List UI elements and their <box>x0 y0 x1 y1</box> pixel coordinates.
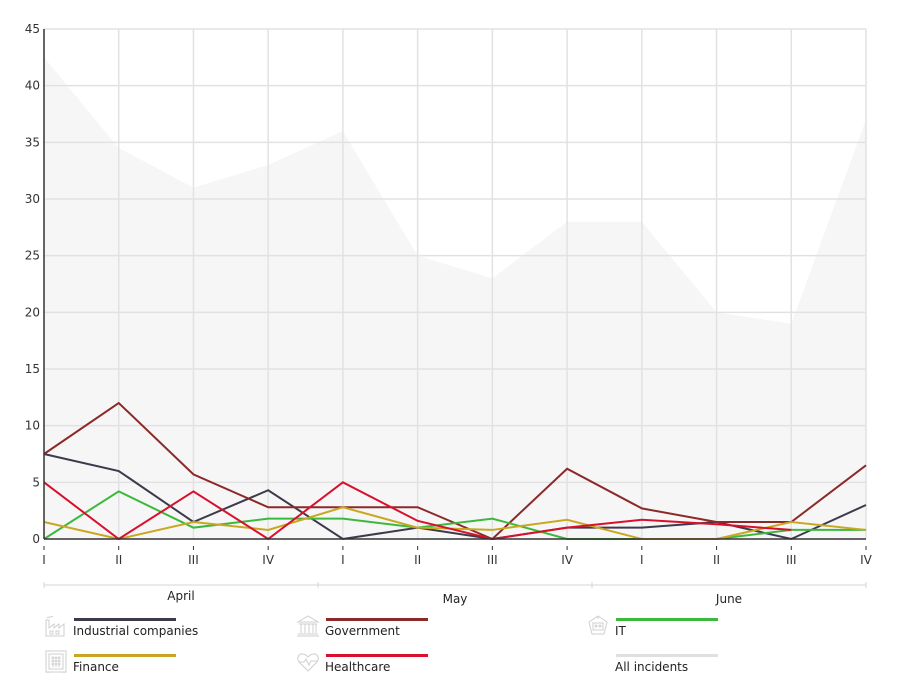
x-tick-label: II <box>115 553 122 567</box>
legend: Industrial companies Government IT Finan… <box>0 612 903 690</box>
legend-swatch <box>326 618 428 621</box>
y-tick-label: 45 <box>25 22 40 36</box>
series-line-healthcare <box>43 481 792 541</box>
legend-item-industrial[interactable]: Industrial companies <box>44 612 284 642</box>
y-tick-label: 25 <box>25 249 40 263</box>
grid-layer <box>44 28 867 539</box>
legend-label: All incidents <box>615 660 689 674</box>
month-layer: April May June <box>43 582 867 606</box>
legend-item-all-incidents[interactable]: All incidents <box>586 648 826 678</box>
y-tick-label: 35 <box>25 135 40 149</box>
line-layer <box>43 401 867 541</box>
month-label: June <box>715 592 742 606</box>
legend-swatch <box>616 654 718 657</box>
government-building-icon <box>296 614 320 638</box>
y-tick-label: 5 <box>32 475 40 489</box>
safe-icon <box>44 650 68 674</box>
x-tick-label: IV <box>561 553 574 567</box>
x-tick-label: II <box>414 553 421 567</box>
legend-item-healthcare[interactable]: Healthcare <box>296 648 536 678</box>
heartbeat-icon <box>296 650 320 674</box>
area-layer <box>44 57 866 539</box>
legend-label: Healthcare <box>325 660 391 674</box>
legend-swatch <box>74 618 176 621</box>
legend-item-government[interactable]: Government <box>296 612 536 642</box>
legend-item-it[interactable]: IT <box>586 612 826 642</box>
area-all-incidents <box>44 57 866 539</box>
legend-swatch <box>74 654 176 657</box>
x-tick-label: IV <box>860 553 873 567</box>
legend-swatch <box>326 654 428 657</box>
y-tick-label: 30 <box>25 192 40 206</box>
y-tick-label: 20 <box>25 305 40 319</box>
month-label: May <box>443 592 468 606</box>
y-tick-label: 10 <box>25 419 40 433</box>
x-tick-label: III <box>487 553 498 567</box>
series-line-it <box>43 490 866 540</box>
robot-icon <box>586 614 610 638</box>
y-tick-label: 40 <box>25 79 40 93</box>
x-tick-label: IV <box>262 553 275 567</box>
x-tick-label: I <box>341 553 345 567</box>
series-line-finance <box>43 506 867 541</box>
legend-swatch <box>616 618 718 621</box>
factory-icon <box>44 614 68 638</box>
x-tick-label: II <box>713 553 720 567</box>
month-label: April <box>167 589 194 603</box>
legend-label: Government <box>325 624 400 638</box>
x-tick-label: I <box>42 553 46 567</box>
x-tick-label: I <box>640 553 644 567</box>
legend-label: Finance <box>73 660 119 674</box>
x-tick-label: III <box>188 553 199 567</box>
y-tick-label: 15 <box>25 362 40 376</box>
x-tick-label: III <box>786 553 797 567</box>
legend-label: Industrial companies <box>73 624 199 638</box>
legend-item-finance[interactable]: Finance <box>44 648 284 678</box>
y-tick-label: 0 <box>32 532 40 546</box>
legend-label: IT <box>615 624 626 638</box>
